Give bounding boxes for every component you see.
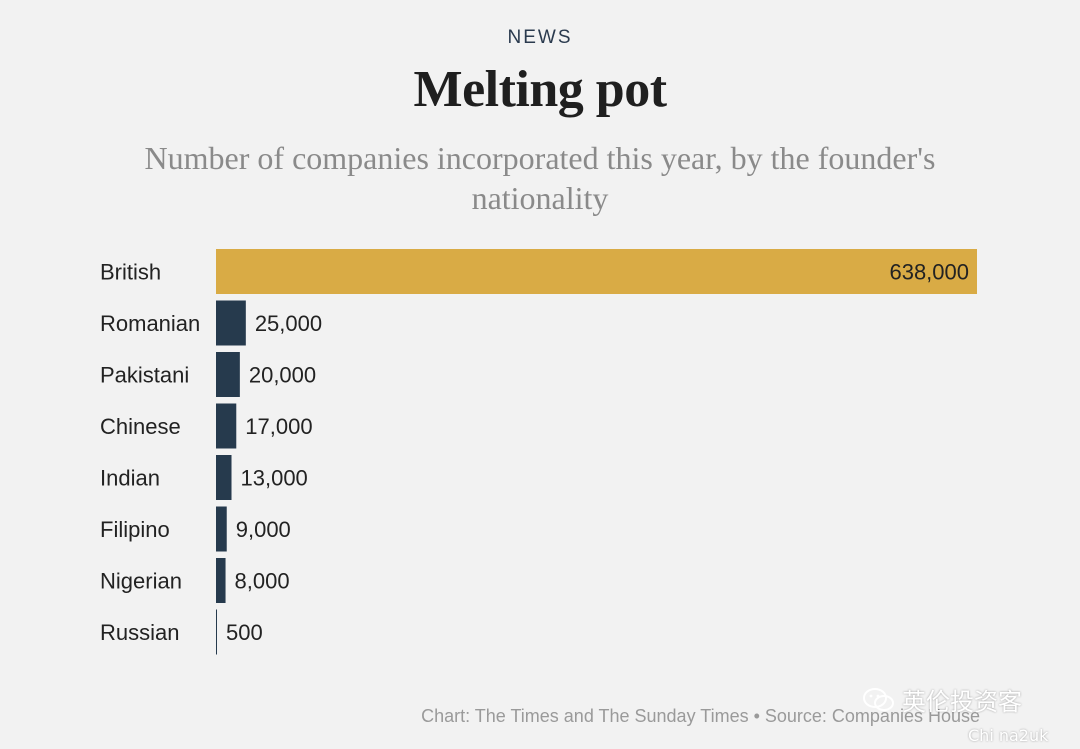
watermark-text: 英伦投资客	[902, 688, 1022, 716]
watermark-subtext: Chi na2uk	[968, 726, 1049, 745]
bar-romanian	[216, 300, 246, 346]
value-label: 20,000	[249, 363, 316, 388]
chart-subtitle: Number of companies incorporated this ye…	[144, 140, 936, 216]
value-label: 9,000	[236, 517, 291, 542]
category-label: British	[100, 260, 161, 285]
bar-pakistani	[216, 352, 240, 397]
category-label: Pakistani	[100, 363, 189, 388]
bar-filipino	[216, 506, 227, 552]
section-kicker: NEWS	[507, 27, 573, 48]
chart-title: Melting pot	[413, 61, 667, 118]
value-label: 25,000	[255, 311, 322, 336]
bar-russian	[216, 609, 217, 655]
category-label: Romanian	[100, 311, 200, 336]
bar-british	[216, 249, 977, 294]
chart-credit: Chart: The Times and The Sunday Times • …	[421, 706, 980, 726]
category-label: Chinese	[100, 414, 181, 439]
bar-indian	[216, 455, 232, 500]
category-label: Nigerian	[100, 569, 182, 594]
category-label: Russian	[100, 620, 179, 645]
watermark: 英伦投资客	[862, 682, 1022, 717]
value-label: 500	[226, 620, 263, 645]
value-label: 13,000	[241, 466, 308, 491]
value-label: 17,000	[245, 414, 312, 439]
wechat-icon	[863, 687, 894, 711]
bar-chinese	[216, 403, 237, 449]
category-label: Indian	[100, 466, 160, 491]
value-label: 8,000	[235, 569, 290, 594]
value-label: 638,000	[889, 260, 969, 285]
category-label: Filipino	[100, 517, 170, 542]
bar-nigerian	[216, 558, 226, 603]
